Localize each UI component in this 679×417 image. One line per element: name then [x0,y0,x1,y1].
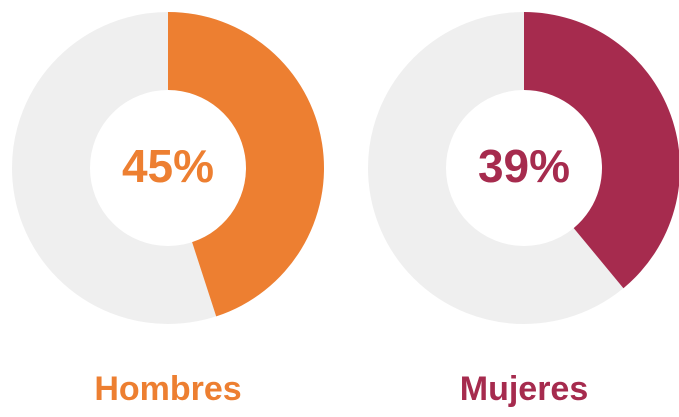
chart-title: Hombres [94,370,241,408]
donut-segment [168,12,324,317]
percent-label: 39% [478,140,570,192]
percent-label: 45% [122,140,214,192]
donut-segment [524,12,679,289]
chart-title: Mujeres [460,370,589,408]
